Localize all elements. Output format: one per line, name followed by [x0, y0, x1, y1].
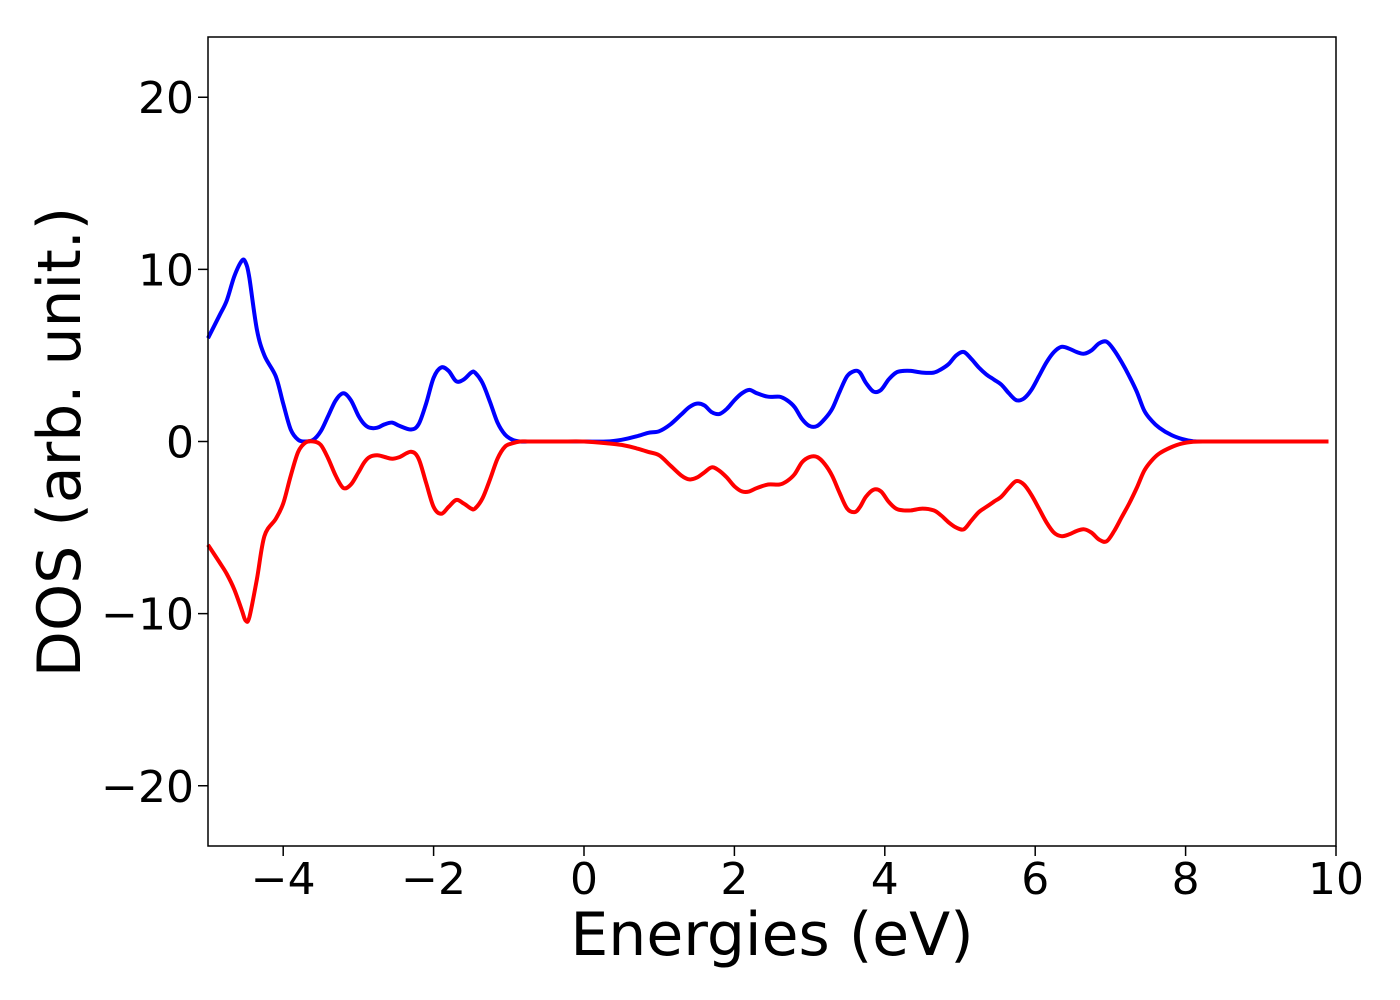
x-tick-label: 2: [720, 854, 748, 905]
series-layer: [206, 257, 1329, 624]
y-tick-label: −20: [101, 762, 194, 813]
x-axis-label: Energies (eV): [570, 900, 973, 970]
y-tick-label: −10: [101, 590, 194, 641]
series-line-2: [206, 439, 1329, 624]
y-axis: −20 −10 0 10 20: [101, 73, 208, 813]
x-tick-label: 4: [871, 854, 899, 905]
y-tick-label: 0: [166, 418, 194, 469]
series-line-1: [206, 257, 1329, 444]
y-axis-label: DOS (arb. unit.): [25, 207, 95, 677]
x-axis: −4 −2 0 2 4 6 8 10: [251, 846, 1364, 905]
x-tick-label: 10: [1308, 854, 1364, 905]
x-tick-label: 0: [570, 854, 598, 905]
y-tick-label: 10: [138, 245, 194, 296]
y-tick-label: 20: [138, 73, 194, 124]
x-tick-label: −4: [251, 854, 316, 905]
x-tick-label: 8: [1172, 854, 1200, 905]
x-tick-label: −2: [401, 854, 466, 905]
x-tick-label: 6: [1021, 854, 1049, 905]
